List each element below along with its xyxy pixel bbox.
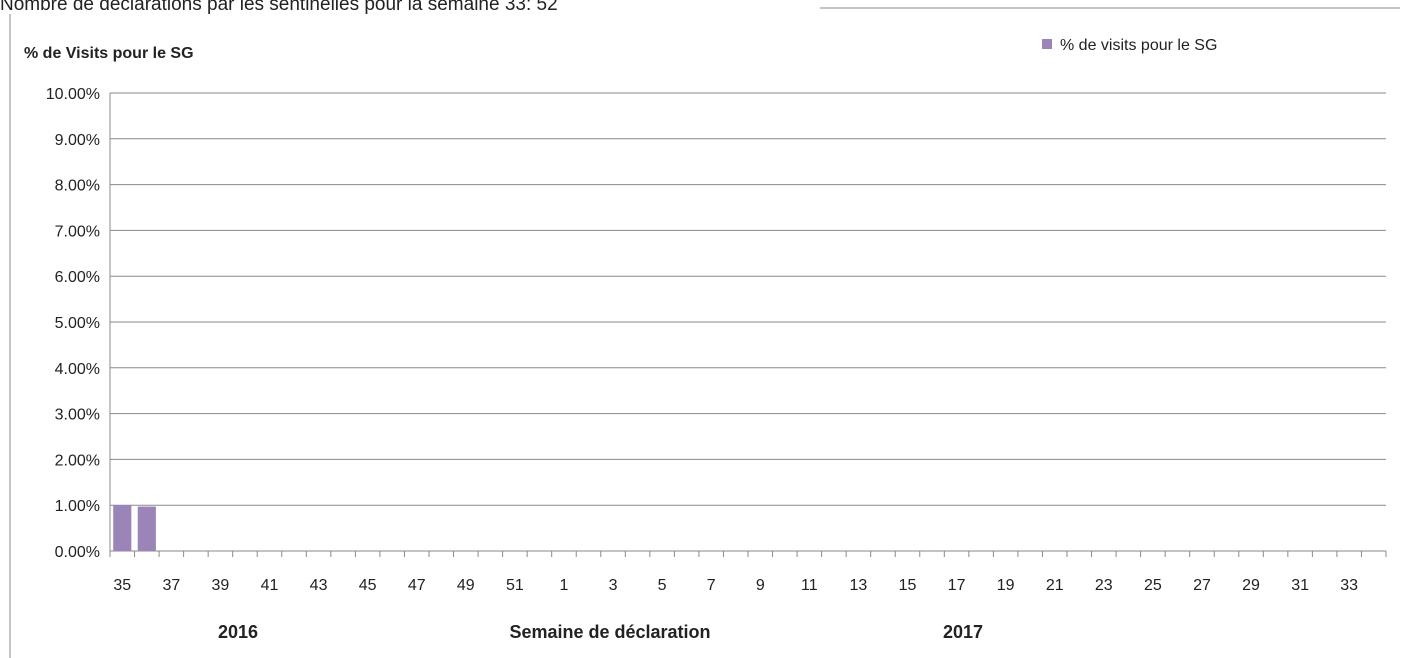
x-tick-label: 9 xyxy=(756,577,765,594)
x-tick-label: 11 xyxy=(801,577,818,594)
x-tick-label: 27 xyxy=(1193,577,1211,594)
x-tick-label: 23 xyxy=(1095,577,1113,594)
y-tick-label: 6.00% xyxy=(55,269,100,286)
legend-label: % de visits pour le SG xyxy=(1060,37,1217,54)
y-tick-label: 0.00% xyxy=(55,544,100,561)
y-tick-label: 8.00% xyxy=(55,178,100,195)
bar xyxy=(137,506,156,551)
x-tick-label: 47 xyxy=(408,577,426,594)
x-tick-label: 41 xyxy=(261,577,279,594)
y-tick-label: 2.00% xyxy=(55,452,100,469)
x-tick-label: 13 xyxy=(850,577,868,594)
bar xyxy=(113,505,132,551)
x-tick-label: 37 xyxy=(162,577,180,594)
x-tick-label: 39 xyxy=(212,577,230,594)
x-tick-label: 21 xyxy=(1046,577,1064,594)
x-axis-label: Semaine de déclaration xyxy=(509,622,710,642)
chart-frame xyxy=(9,7,1400,658)
y-tick-label: 5.00% xyxy=(55,315,100,332)
y-tick-label: 1.00% xyxy=(55,498,100,515)
x-tick-label: 25 xyxy=(1144,577,1162,594)
x-tick-label: 43 xyxy=(310,577,328,594)
x-tick-label: 15 xyxy=(899,577,917,594)
y-tick-label: 7.00% xyxy=(55,223,100,240)
y-axis-title: % de Visits pour le SG xyxy=(24,45,194,62)
x-tick-label: 35 xyxy=(113,577,131,594)
x-tick-label: 19 xyxy=(997,577,1015,594)
year-label: 2017 xyxy=(943,622,983,642)
x-tick-label: 3 xyxy=(609,577,618,594)
y-tick-label: 3.00% xyxy=(55,407,100,424)
year-label: 2016 xyxy=(218,622,258,642)
y-tick-label: 10.00% xyxy=(46,86,100,103)
y-tick-label: 4.00% xyxy=(55,361,100,378)
x-tick-label: 1 xyxy=(560,577,569,594)
x-tick-label: 49 xyxy=(457,577,475,594)
x-tick-label: 7 xyxy=(707,577,716,594)
y-tick-label: 9.00% xyxy=(55,132,100,149)
legend-swatch xyxy=(1042,39,1052,49)
header-bg xyxy=(0,0,820,14)
header: Nombre de déclarations par les sentinell… xyxy=(0,0,558,15)
x-tick-label: 51 xyxy=(506,577,524,594)
x-tick-label: 31 xyxy=(1291,577,1309,594)
x-tick-label: 33 xyxy=(1340,577,1358,594)
x-tick-label: 29 xyxy=(1242,577,1260,594)
x-tick-label: 45 xyxy=(359,577,377,594)
x-tick-label: 17 xyxy=(948,577,966,594)
x-tick-label: 5 xyxy=(658,577,667,594)
